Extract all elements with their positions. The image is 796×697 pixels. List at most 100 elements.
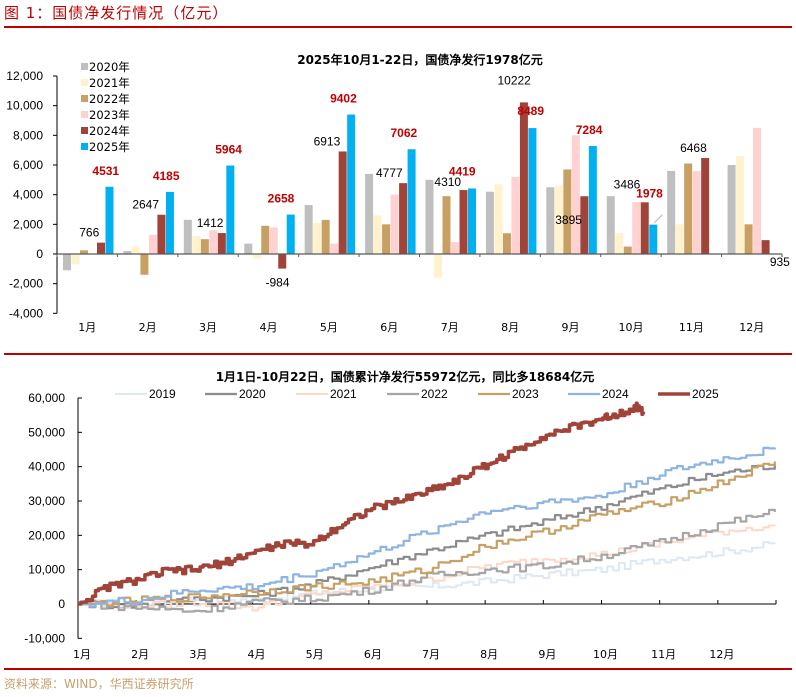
data-label-2024: 935 <box>770 255 790 269</box>
data-label-2025: 1978 <box>636 187 663 201</box>
data-label-2025: 4419 <box>449 164 476 178</box>
data-label-2025: 4185 <box>153 169 180 183</box>
bar-2023年-12月 <box>753 127 762 254</box>
bar-2021年-2月 <box>131 246 140 254</box>
bar-2024年-5月 <box>338 151 347 254</box>
bar-2021年-6月 <box>373 215 382 254</box>
x-tick-label: 12月 <box>709 648 734 661</box>
bar-2025年-5月 <box>347 114 356 254</box>
bar-2024年-12月 <box>761 240 770 254</box>
x-tick-label: 1月 <box>78 321 96 334</box>
bar-2021年-12月 <box>736 156 745 254</box>
legend-label: 2025年 <box>89 140 130 154</box>
x-tick-label: 10月 <box>593 648 618 661</box>
x-tick-label: 3月 <box>199 321 217 334</box>
x-tick-label: 5月 <box>320 321 338 334</box>
bar-2022年-4月 <box>261 225 270 254</box>
bar-2024年-11月 <box>701 158 710 254</box>
legend-label: 2021年 <box>89 76 130 90</box>
data-label-2025: 2658 <box>268 192 295 206</box>
bar-2025年-7月 <box>468 188 476 254</box>
legend-swatch-2025年 <box>81 143 88 150</box>
series-line-2020 <box>78 464 776 610</box>
data-label-2024: 1412 <box>197 216 224 230</box>
bar-2024年-9月 <box>580 196 589 254</box>
line-chart-cumulative-net-issuance: 1月1日-10月22日，国债累计净发行55972亿元，同比多18684亿元 20… <box>24 369 777 661</box>
bar-2023年-6月 <box>390 194 399 254</box>
x-tick-label: 10月 <box>618 321 643 334</box>
x-tick-label: 11月 <box>679 321 704 334</box>
bar-2024年-3月 <box>217 233 226 254</box>
x-tick-label: 3月 <box>189 648 207 661</box>
bar-2024年-1月 <box>97 242 105 254</box>
bar-2020年-10月 <box>606 196 615 254</box>
bar-2022年-11月 <box>684 163 693 254</box>
bar-2020年-7月 <box>425 179 434 254</box>
x-tick-label: 6月 <box>364 648 382 661</box>
series-line-2024 <box>78 446 776 608</box>
bar-2020年-3月 <box>183 219 192 254</box>
bar-2025年-9月 <box>588 145 597 254</box>
y-tick-label: 10,000 <box>28 563 65 577</box>
bar-2020年-9月 <box>546 187 555 254</box>
bar-2025年-8月 <box>528 128 537 254</box>
bar-2021年-8月 <box>494 184 503 254</box>
source-note: 资料来源：WIND，华西证券研究所 <box>4 677 194 691</box>
bar-2025年-6月 <box>407 149 416 254</box>
bar-2025年-3月 <box>226 165 235 254</box>
data-label-2024: 10222 <box>497 73 531 87</box>
y-tick-label: 6,000 <box>13 158 43 172</box>
data-label-2024: 4777 <box>376 166 403 180</box>
legend-label: 2020 <box>239 387 266 401</box>
y-tick-label: 12,000 <box>6 69 43 83</box>
leader-line <box>654 214 663 223</box>
bar-2022年-3月 <box>200 239 209 254</box>
bar-2023年-3月 <box>209 230 218 254</box>
y-tick-label: 8,000 <box>13 128 43 142</box>
legend-label: 2023 <box>512 387 539 401</box>
data-label-2024: 3895 <box>555 213 582 227</box>
y-tick-label: 4,000 <box>13 188 43 202</box>
top-rule <box>4 26 792 28</box>
x-tick-label: 2月 <box>131 648 149 661</box>
x-tick-label: 4月 <box>248 648 266 661</box>
x-tick-label: 9月 <box>562 321 580 334</box>
series-line-2022 <box>78 508 776 613</box>
x-tick-label: 9月 <box>538 648 556 661</box>
bar-2022年-6月 <box>382 224 391 254</box>
y-tick-label: 0 <box>36 247 43 261</box>
chart2-title: 1月1日-10月22日，国债累计净发行55972亿元，同比多18684亿元 <box>216 369 595 384</box>
chart1-title: 2025年10月1-22日，国债净发行1978亿元 <box>297 52 543 67</box>
bar-2020年-6月 <box>365 173 374 254</box>
legend-swatch-2020年 <box>81 63 88 70</box>
bar-2024年-2月 <box>157 214 166 254</box>
bar-2021年-5月 <box>313 222 322 254</box>
bar-2022年-5月 <box>321 219 330 254</box>
legend-label: 2021 <box>330 387 357 401</box>
bar-2021年-3月 <box>192 236 201 254</box>
data-label-2025: 5964 <box>215 143 242 157</box>
bar-2020年-11月 <box>667 170 676 254</box>
middle-rule <box>4 353 792 355</box>
bar-2022年-2月 <box>140 254 149 275</box>
data-label-2025: 7284 <box>576 123 603 137</box>
series-line-2023 <box>78 461 776 607</box>
bar-2024年-6月 <box>399 183 408 254</box>
bar-2022年-10月 <box>623 246 632 254</box>
data-label-2025: 7062 <box>390 126 417 140</box>
bar-2024年-4月 <box>278 254 287 269</box>
y-tick-label: 0 <box>58 597 65 611</box>
data-label-2024: 6913 <box>314 134 341 148</box>
bar-2021年-9月 <box>554 185 563 254</box>
bar-2020年-1月 <box>63 254 71 271</box>
bar-2023年-9月 <box>571 135 580 254</box>
y-tick-label: 60,000 <box>28 391 65 405</box>
y-tick-label: -2,000 <box>9 277 43 291</box>
x-tick-label: 12月 <box>739 321 764 334</box>
bar-2023年-7月 <box>451 242 459 254</box>
y-tick-label: -10,000 <box>24 631 65 645</box>
bar-2021年-4月 <box>252 254 261 259</box>
x-tick-label: 2月 <box>139 321 157 334</box>
bar-2020年-8月 <box>485 191 494 254</box>
bar-2022年-8月 <box>502 233 511 254</box>
